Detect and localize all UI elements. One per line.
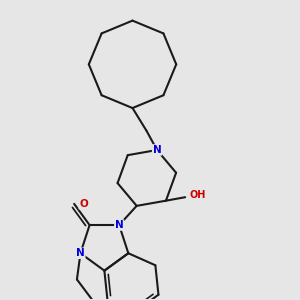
Text: N: N [115, 220, 124, 230]
Text: N: N [153, 145, 161, 155]
Text: O: O [79, 199, 88, 209]
Text: OH: OH [189, 190, 206, 200]
Text: N: N [76, 248, 85, 258]
